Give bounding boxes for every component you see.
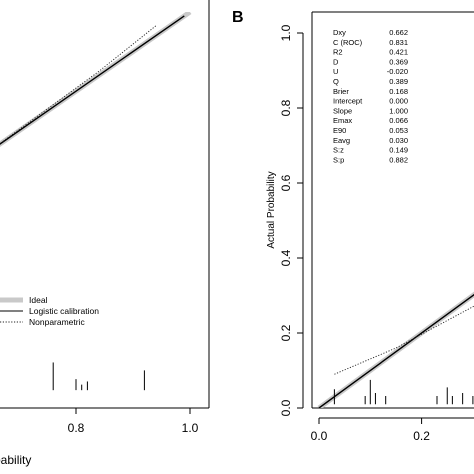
panel-b-label: B: [232, 9, 244, 26]
stat-name-intercept: Intercept: [333, 97, 363, 106]
stat-name-e90: E90: [333, 126, 346, 135]
panel-b-y-tick-label-0-8: 0.8: [279, 99, 293, 116]
panel-b-series-logistic-calibration: [318, 293, 474, 408]
stat-value-emax: 0.066: [389, 116, 408, 125]
stat-name-s-z: S:z: [333, 146, 344, 155]
stat-name-q: Q: [333, 77, 339, 86]
stat-value-d: 0.369: [389, 57, 408, 66]
panel-b-y-axis-label: Actual Probability: [266, 171, 277, 248]
panel-b: B 0.0 0.2 0.4 0.6 0.8 1.0 0.0 0.2 Actual Proba…: [232, 9, 474, 443]
panel-b-x-axis: 0.0 0.2: [311, 417, 474, 443]
stat-name-r2: R2: [333, 48, 343, 57]
panel-b-stats-table: Dxy 0.662 C (ROC) 0.831 R2 0.421 D 0.369 U -0.020…: [333, 28, 408, 164]
panel-b-y-tick-label-0-0: 0.0: [279, 399, 293, 416]
panel-b-y-tick-label-0-4: 0.4: [279, 249, 293, 266]
stat-value-s-p: 0.882: [389, 155, 408, 164]
panel-a-x-tick-label-1-0: 1.0: [182, 421, 199, 435]
panel-a-series-ideal: [0, 12, 192, 148]
stat-name-brier: Brier: [333, 87, 349, 96]
stat-name-u: U: [333, 67, 338, 76]
stat-name-slope: Slope: [333, 106, 352, 115]
panel-a-x-axis: 0.60.81.0: [68, 408, 199, 435]
stat-name-s-p: S:p: [333, 155, 344, 164]
legend-logistic-label: Logistic calibration: [29, 306, 99, 316]
panel-b-y-tick-label-1-0: 1.0: [279, 24, 293, 41]
panel-a-rug-group: [52, 362, 145, 391]
stat-value-c-roc: 0.831: [389, 38, 408, 47]
panel-a: 0.60.81.0 bability Ideal Logistic calibr…: [0, 0, 210, 467]
stat-value-eavg: 0.030: [389, 136, 408, 145]
stat-value-s-z: 0.149: [389, 146, 408, 155]
stat-value-intercept: 0.000: [389, 97, 408, 106]
panel-a-legend: Ideal Logistic calibration Nonparametric: [0, 295, 99, 327]
panel-b-rug-group: [333, 379, 474, 405]
panel-b-x-tick-label-0-0: 0.0: [311, 429, 328, 443]
panel-b-y-tick-label-0-2: 0.2: [279, 324, 293, 341]
panel-b-y-axis: 0.0 0.2 0.4 0.6 0.8 1.0: [279, 24, 304, 416]
stat-value-r2: 0.421: [389, 48, 408, 57]
stat-value-brier: 0.168: [389, 87, 408, 96]
stat-value-dxy: 0.662: [389, 28, 408, 37]
panel-b-y-tick-label-0-6: 0.6: [279, 174, 293, 191]
stat-value-slope: 1.000: [389, 106, 408, 115]
stat-name-emax: Emax: [333, 116, 352, 125]
panel-a-series-group: [0, 12, 192, 148]
stat-value-e90: 0.053: [389, 126, 408, 135]
panel-a-series-logistic-calibration: [0, 15, 185, 145]
legend-ideal-label: Ideal: [29, 295, 48, 305]
stat-name-dxy: Dxy: [333, 28, 346, 37]
stat-value-q: 0.389: [389, 77, 408, 86]
legend-nonparametric-label: Nonparametric: [29, 317, 85, 327]
panel-b-series-ideal: [317, 291, 474, 408]
stat-name-c-roc: C (ROC): [333, 38, 363, 47]
panel-b-series-group: [317, 291, 474, 408]
stat-value-u: -0.020: [387, 67, 408, 76]
panel-a-x-tick-label-0-8: 0.8: [68, 421, 85, 435]
panel-b-x-tick-label-0-2: 0.2: [413, 429, 430, 443]
stat-name-eavg: Eavg: [333, 136, 350, 145]
panel-a-x-axis-label: bability: [0, 453, 31, 467]
stat-name-d: D: [333, 57, 339, 66]
